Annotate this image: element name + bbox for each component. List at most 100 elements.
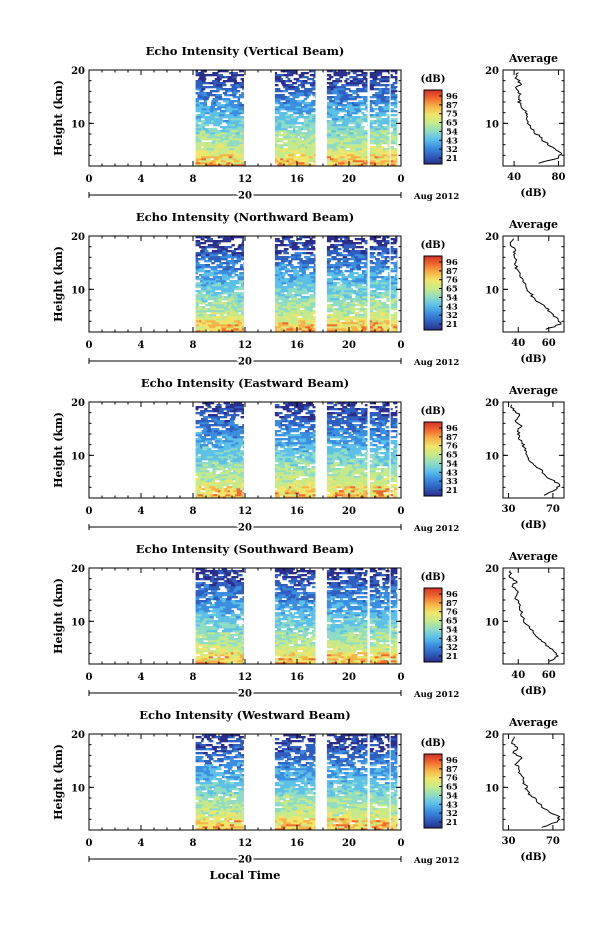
heatmap-cell bbox=[242, 320, 244, 323]
heatmap-cell bbox=[369, 492, 375, 495]
heatmap-cell bbox=[371, 290, 377, 293]
heatmap-cell bbox=[216, 148, 224, 151]
heatmap-cell bbox=[222, 128, 226, 131]
heatmap-cell bbox=[304, 88, 307, 91]
heatmap-cell bbox=[333, 494, 336, 497]
heatmap-cell bbox=[239, 266, 244, 269]
heatmap-cell bbox=[195, 240, 201, 243]
heatmap-cell bbox=[354, 496, 361, 499]
heatmap-cell bbox=[313, 72, 316, 75]
heatmap-cell bbox=[208, 298, 216, 301]
heatmap-cell bbox=[366, 280, 368, 283]
heatmap-cell bbox=[369, 444, 373, 447]
heatmap-cell bbox=[217, 474, 224, 477]
heatmap-cell bbox=[303, 490, 307, 493]
heatmap-cell bbox=[369, 162, 377, 165]
heatmap-cell bbox=[237, 120, 242, 123]
heatmap-cell bbox=[369, 320, 373, 323]
heatmap-cell bbox=[229, 272, 233, 275]
heatmap-cell bbox=[293, 478, 297, 481]
heatmap-cell bbox=[235, 122, 240, 125]
heatmap-cell bbox=[311, 100, 315, 103]
heatmap-cell bbox=[198, 160, 202, 163]
heatmap-cell bbox=[226, 478, 233, 481]
heatmap-cell bbox=[362, 76, 367, 79]
heatmap-cell bbox=[239, 432, 244, 435]
heatmap-cell bbox=[208, 160, 213, 163]
heatmap-cell bbox=[381, 286, 386, 289]
heatmap-cell bbox=[274, 330, 282, 333]
heatmap-cell bbox=[214, 416, 222, 419]
heatmap-cell bbox=[342, 494, 349, 497]
heatmap-cell bbox=[222, 132, 225, 135]
heatmap-cell bbox=[289, 122, 297, 125]
heatmap-cell bbox=[344, 310, 347, 313]
heatmap-cell bbox=[336, 294, 339, 297]
heatmap-cell bbox=[352, 142, 356, 145]
heatmap-cell bbox=[237, 472, 241, 475]
colorbar-tick-label: 76 bbox=[446, 276, 458, 286]
heatmap-cell bbox=[333, 98, 338, 101]
heatmap-cell bbox=[274, 102, 279, 105]
heatmap-cell bbox=[238, 164, 243, 167]
heatmap-cell bbox=[195, 324, 200, 327]
heatmap-cell bbox=[350, 98, 357, 101]
colorbar-tick-label: 65 bbox=[446, 119, 458, 129]
heatmap-cell bbox=[195, 464, 203, 467]
heatmap-cell bbox=[313, 284, 316, 287]
heatmap-cell bbox=[214, 252, 220, 255]
heatmap-cell bbox=[302, 164, 310, 167]
heatmap-cell bbox=[339, 278, 344, 281]
heatmap-cell bbox=[204, 74, 212, 77]
heatmap-cell bbox=[374, 248, 377, 251]
heatmap-cell bbox=[363, 152, 368, 155]
heatmap-cell bbox=[302, 312, 306, 315]
heatmap-cell bbox=[282, 238, 286, 241]
heatmap-cell bbox=[290, 116, 297, 119]
heatmap-cell bbox=[281, 442, 284, 445]
heatmap-cell bbox=[225, 116, 230, 119]
heatmap-cell bbox=[211, 316, 219, 319]
heatmap-cell bbox=[388, 408, 390, 411]
heatmap-cell bbox=[358, 238, 366, 241]
heatmap-cell bbox=[383, 496, 390, 499]
heatmap-cell bbox=[237, 486, 242, 489]
heatmap-cell bbox=[195, 254, 202, 257]
heatmap-cell bbox=[285, 136, 292, 139]
heatmap-cell bbox=[286, 110, 293, 113]
heatmap-cell bbox=[334, 244, 341, 247]
heatmap-cell bbox=[303, 304, 309, 307]
heatmap-cell bbox=[293, 274, 301, 277]
heatmap-cell bbox=[326, 274, 331, 277]
heatmap-cell bbox=[340, 310, 345, 313]
heatmap-cell bbox=[212, 424, 217, 427]
heatmap-cell bbox=[280, 70, 284, 73]
heatmap-cell bbox=[222, 474, 229, 477]
heatmap-cell bbox=[233, 402, 236, 405]
heatmap-cell bbox=[241, 250, 244, 253]
heatmap-cell bbox=[378, 88, 383, 91]
heatmap-cell bbox=[274, 256, 279, 259]
heatmap-cell bbox=[342, 460, 347, 463]
heatmap-cell bbox=[225, 480, 230, 483]
heatmap-cell bbox=[361, 480, 366, 483]
heatmap-cell bbox=[294, 252, 299, 255]
heatmap-cell bbox=[243, 458, 244, 461]
heatmap-cell bbox=[299, 488, 306, 491]
heatmap-cell bbox=[326, 126, 333, 129]
heatmap-cell bbox=[228, 474, 233, 477]
heatmap-cell bbox=[326, 458, 333, 461]
heatmap-cell bbox=[231, 304, 235, 307]
heatmap-cell bbox=[347, 298, 352, 301]
heatmap-cell bbox=[351, 428, 357, 431]
heatmap-cell bbox=[374, 452, 377, 455]
heatmap-cell bbox=[382, 240, 386, 243]
heatmap-cell bbox=[274, 296, 278, 299]
heatmap-cell bbox=[309, 414, 315, 417]
heatmap-cell bbox=[214, 464, 218, 467]
heatmap-cell bbox=[390, 490, 393, 493]
heatmap-cell bbox=[227, 90, 233, 93]
heatmap-cell bbox=[292, 290, 300, 293]
heatmap-cell bbox=[293, 162, 298, 165]
heatmap-cell bbox=[365, 150, 368, 153]
